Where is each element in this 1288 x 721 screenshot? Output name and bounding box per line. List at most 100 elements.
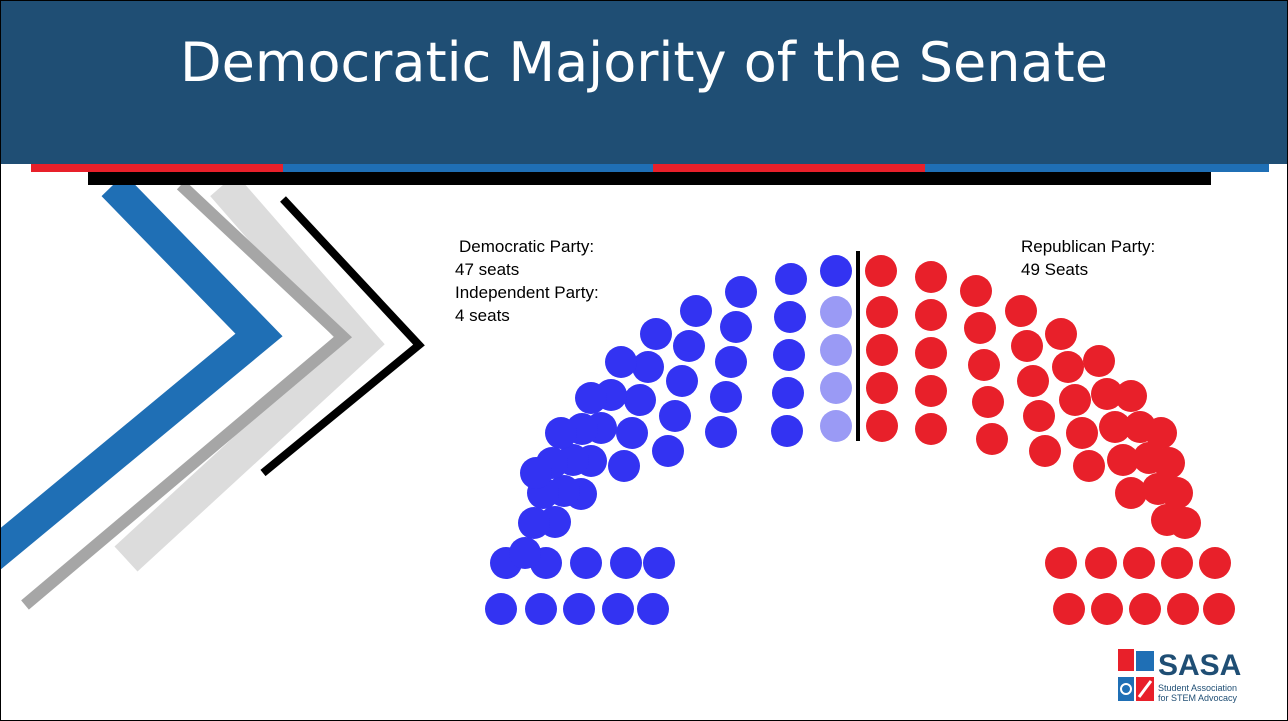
independent-party-label: Independent Party:	[455, 283, 599, 302]
republican-seat	[972, 386, 1004, 418]
republican-label: Republican Party: 49 Seats	[1021, 235, 1155, 281]
democratic-seat	[605, 346, 637, 378]
democratic-seat	[715, 346, 747, 378]
democratic-seat	[616, 417, 648, 449]
republican-seat	[1091, 593, 1123, 625]
republican-seat	[1023, 400, 1055, 432]
republican-seat	[915, 261, 947, 293]
sasa-logo: SASA Student Association for STEM Advoca…	[1118, 649, 1268, 707]
republican-seat	[1161, 477, 1193, 509]
republican-seat	[915, 413, 947, 445]
chevron-black	[260, 196, 425, 477]
democratic-seat	[659, 400, 691, 432]
democratic-seat	[725, 276, 757, 308]
democratic-seat	[545, 417, 577, 449]
stripe-red-segment	[653, 164, 925, 172]
republican-seat	[866, 372, 898, 404]
democratic-seat	[773, 339, 805, 371]
democratic-seat	[666, 365, 698, 397]
republican-seat	[968, 349, 1000, 381]
logo-subtitle-line2: for STEM Advocacy	[1158, 693, 1238, 703]
republican-seat	[1085, 547, 1117, 579]
republican-seat	[1053, 593, 1085, 625]
chevron-gray	[21, 185, 353, 610]
independent-seat	[820, 410, 852, 442]
democratic-seat	[575, 382, 607, 414]
democratic-seat	[525, 593, 557, 625]
democratic-seat	[774, 301, 806, 333]
republican-seat	[915, 375, 947, 407]
republican-seat	[1045, 547, 1077, 579]
republican-seat	[964, 312, 996, 344]
republican-seat	[1099, 411, 1131, 443]
independent-seats-label: 4 seats	[455, 306, 510, 325]
republican-seat	[1052, 351, 1084, 383]
stripe-blue-segment	[925, 164, 1269, 172]
republican-seat	[1129, 593, 1161, 625]
logo-name: SASA	[1158, 649, 1242, 682]
chevron-decoration	[1, 185, 425, 610]
republican-seat	[1011, 330, 1043, 362]
democratic-seat	[643, 547, 675, 579]
democratic-seat	[563, 593, 595, 625]
republican-party-label: Republican Party:	[1021, 237, 1156, 256]
republican-seat	[1083, 345, 1115, 377]
republican-seat	[865, 255, 897, 287]
democratic-seat	[509, 537, 541, 569]
democratic-seat	[775, 263, 807, 295]
title-bar: Democratic Majority of the Senate	[1, 1, 1287, 164]
republican-seat	[1115, 477, 1147, 509]
republican-seat	[1017, 365, 1049, 397]
republican-seat	[1199, 547, 1231, 579]
chevron-light-gray	[114, 185, 385, 572]
democratic-seat	[652, 435, 684, 467]
republican-seat	[866, 334, 898, 366]
logo-emblem-icon	[1118, 649, 1154, 701]
independent-seat	[820, 296, 852, 328]
democratic-seat	[772, 377, 804, 409]
republican-seat	[1145, 417, 1177, 449]
democratic-seat	[705, 416, 737, 448]
democratic-seat	[608, 450, 640, 482]
republican-seat	[1005, 295, 1037, 327]
republican-seat	[1073, 450, 1105, 482]
democratic-seat	[485, 593, 517, 625]
republican-seats-label: 49 Seats	[1021, 260, 1089, 279]
democratic-seat	[570, 547, 602, 579]
republican-seat	[1169, 507, 1201, 539]
republican-seat	[866, 296, 898, 328]
independent-seat	[820, 334, 852, 366]
independent-seat	[820, 372, 852, 404]
democratic-seat	[820, 255, 852, 287]
republican-seat	[1059, 384, 1091, 416]
slide-title: Democratic Majority of the Senate	[180, 31, 1108, 94]
democratic-seat	[637, 593, 669, 625]
republican-seat	[1045, 318, 1077, 350]
republican-seat	[1153, 447, 1185, 479]
republican-seat	[1161, 547, 1193, 579]
republican-seat	[1123, 547, 1155, 579]
democratic-seat	[640, 318, 672, 350]
logo-subtitle-line1: Student Association	[1158, 683, 1238, 693]
republican-seat	[1107, 444, 1139, 476]
democratic-seat	[632, 351, 664, 383]
democratic-seat	[624, 384, 656, 416]
black-rule	[88, 172, 1211, 185]
republican-seat	[1115, 380, 1147, 412]
democratic-seat	[518, 507, 550, 539]
democratic-seat	[771, 415, 803, 447]
democratic-seat	[680, 295, 712, 327]
republican-seat	[915, 337, 947, 369]
stripe-blue-segment	[283, 164, 653, 172]
democratic-seat	[520, 457, 552, 489]
stripe-red-segment	[31, 164, 283, 172]
democratic-seat	[610, 547, 642, 579]
republican-seat	[976, 423, 1008, 455]
democratic-seats-label: 47 seats	[455, 260, 520, 279]
democratic-seat	[720, 311, 752, 343]
accent-stripe	[31, 164, 1269, 172]
logo-subtitle: Student Association for STEM Advocacy	[1158, 683, 1237, 703]
chevron-blue	[1, 185, 283, 570]
